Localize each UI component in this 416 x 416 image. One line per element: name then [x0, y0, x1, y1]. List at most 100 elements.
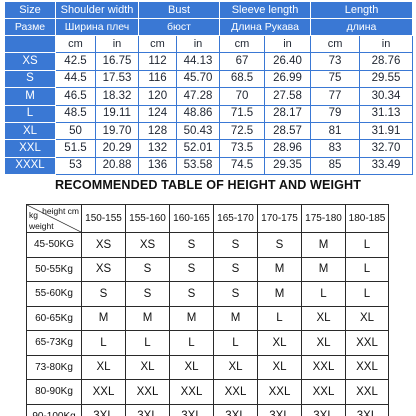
- recommended-size: XL: [301, 330, 346, 356]
- recommended-size: M: [257, 256, 302, 282]
- measurement-value: 45.70: [175, 69, 221, 89]
- weight-row: 60-65Kg M M M M L XL XL: [26, 305, 389, 331]
- measurement-value: 77: [310, 87, 361, 106]
- recommended-size: XXL: [301, 379, 346, 405]
- recommended-size: L: [301, 281, 346, 307]
- size-row: XL 50 19.70 128 50.43 72.5 28.57 81 31.91: [4, 121, 414, 141]
- measurement-value: 116: [138, 69, 177, 89]
- recommended-size: XL: [257, 354, 302, 380]
- size-row: XXXL 53 20.88 136 53.58 74.5 29.35 85 33.49: [4, 156, 414, 176]
- recommended-table-title: RECOMMENDED TABLE OF HEIGHT AND WEIGHT: [54, 178, 362, 192]
- recommended-size: M: [125, 305, 170, 331]
- size-row: XS 42.5 16.75 112 44.13 67 26.40 73 28.76: [4, 52, 414, 71]
- header-bust-ru: бюст: [137, 18, 221, 36]
- recommended-size: XL: [81, 354, 126, 380]
- corner-diagonal: [27, 205, 81, 232]
- weight-range-label: 65-73Kg: [26, 330, 82, 356]
- corner-cell: height cm kg weight: [26, 204, 82, 233]
- recommended-size: XS: [81, 232, 126, 258]
- recommended-size: L: [257, 305, 302, 331]
- height-range-header: 180-185: [345, 204, 389, 233]
- measurement-value: 128: [138, 121, 177, 141]
- recommended-size: M: [301, 232, 346, 258]
- recommended-size: XL: [213, 354, 258, 380]
- recommended-size: L: [125, 330, 170, 356]
- recommended-size: 3XL: [125, 403, 170, 416]
- size-row: M 46.5 18.32 120 47.28 70 27.58 77 30.34: [4, 87, 414, 106]
- measurement-value: 47.28: [175, 87, 221, 106]
- weight-range-label: 45-50KG: [26, 232, 82, 258]
- recommended-size: 3XL: [169, 403, 214, 416]
- recommended-size: S: [81, 281, 126, 307]
- measurement-value: 26.40: [264, 52, 312, 71]
- measurement-value: 53: [55, 156, 96, 176]
- measurement-value: 31.13: [359, 104, 414, 123]
- size-label: XL: [4, 121, 56, 141]
- recommended-size: XXL: [345, 354, 389, 380]
- height-range-header: 160-165: [169, 204, 214, 233]
- recommended-size: M: [301, 256, 346, 282]
- recommended-size: S: [169, 256, 214, 282]
- measurement-value: 48.86: [175, 104, 221, 123]
- unit-label: cm: [219, 34, 266, 54]
- measurement-value: 85: [310, 156, 361, 176]
- measurement-value: 28.76: [359, 52, 414, 71]
- unit-label: in: [175, 34, 221, 54]
- recommended-size: XXL: [345, 330, 389, 356]
- weight-row: 65-73Kg L L L L XL XL XXL: [26, 330, 389, 356]
- header-size: Size: [4, 1, 56, 19]
- recommended-size: M: [213, 305, 258, 331]
- measurement-value: 136: [138, 156, 177, 176]
- corner-height-label: height cm: [42, 206, 79, 216]
- measurement-value: 74.5: [219, 156, 266, 176]
- recommended-size: M: [257, 281, 302, 307]
- size-label: XS: [4, 52, 56, 71]
- size-label: S: [4, 69, 56, 89]
- measurement-value: 124: [138, 104, 177, 123]
- header-shoulder-width: Shoulder width: [55, 1, 139, 19]
- height-weight-header: height cm kg weight 150-155 155-160 160-16…: [26, 204, 389, 233]
- weight-range-label: 80-90Kg: [26, 379, 82, 405]
- measurement-value: 132: [138, 139, 177, 158]
- measurement-value: 30.34: [359, 87, 414, 106]
- measurement-value: 26.99: [264, 69, 312, 89]
- measurement-value: 28.17: [264, 104, 312, 123]
- measurement-value: 16.75: [95, 52, 139, 71]
- weight-range-label: 90-100Kg: [26, 403, 82, 416]
- size-row: XXL 51.5 20.29 132 52.01 73.5 28.96 83 32.70: [4, 139, 414, 158]
- measurement-value: 29.35: [264, 156, 312, 176]
- corner-kg-label: kg: [29, 210, 38, 220]
- recommended-size: XL: [301, 305, 346, 331]
- recommended-size: XL: [125, 354, 170, 380]
- height-range-header: 165-170: [213, 204, 258, 233]
- measurement-value: 20.88: [95, 156, 139, 176]
- recommended-size: XXL: [81, 379, 126, 405]
- measurement-value: 19.11: [95, 104, 139, 123]
- weight-row: 50-55Kg XS S S S M M L: [26, 256, 389, 282]
- size-row: L 48.5 19.11 124 48.86 71.5 28.17 79 31.13: [4, 104, 414, 123]
- measurement-value: 53.58: [175, 156, 221, 176]
- recommended-size: XL: [257, 330, 302, 356]
- header-sleeve-length: Sleeve length: [219, 1, 312, 19]
- weight-row: 45-50KG XS XS S S S M L: [26, 232, 389, 258]
- size-label: XXXL: [4, 156, 56, 176]
- measurement-value: 44.13: [175, 52, 221, 71]
- recommended-size: 3XL: [213, 403, 258, 416]
- recommended-size: S: [125, 256, 170, 282]
- corner-weight-label: weight: [29, 221, 54, 231]
- size-label: XXL: [4, 139, 56, 158]
- height-weight-body: 45-50KG XS XS S S S M L 50-55Kg XS S S S M M L 55-60Kg S S…: [26, 232, 389, 416]
- header-length-ru: длина: [310, 18, 414, 36]
- height-weight-table: height cm kg weight 150-155 155-160 160-16…: [26, 204, 389, 416]
- measurement-value: 28.57: [264, 121, 312, 141]
- unit-row: cm in cm in cm in cm in: [4, 34, 414, 54]
- unit-label: cm: [138, 34, 177, 54]
- weight-row: 90-100Kg3XL3XL3XL3XL3XL3XL3XL: [26, 403, 389, 416]
- recommended-size: XL: [169, 354, 214, 380]
- measurement-value: 68.5: [219, 69, 266, 89]
- measurement-value: 73: [310, 52, 361, 71]
- unit-label: in: [359, 34, 414, 54]
- size-chart-table: Size Shoulder width Bust Sleeve length L…: [4, 1, 414, 176]
- recommended-size: M: [169, 305, 214, 331]
- header-bust: Bust: [137, 1, 221, 19]
